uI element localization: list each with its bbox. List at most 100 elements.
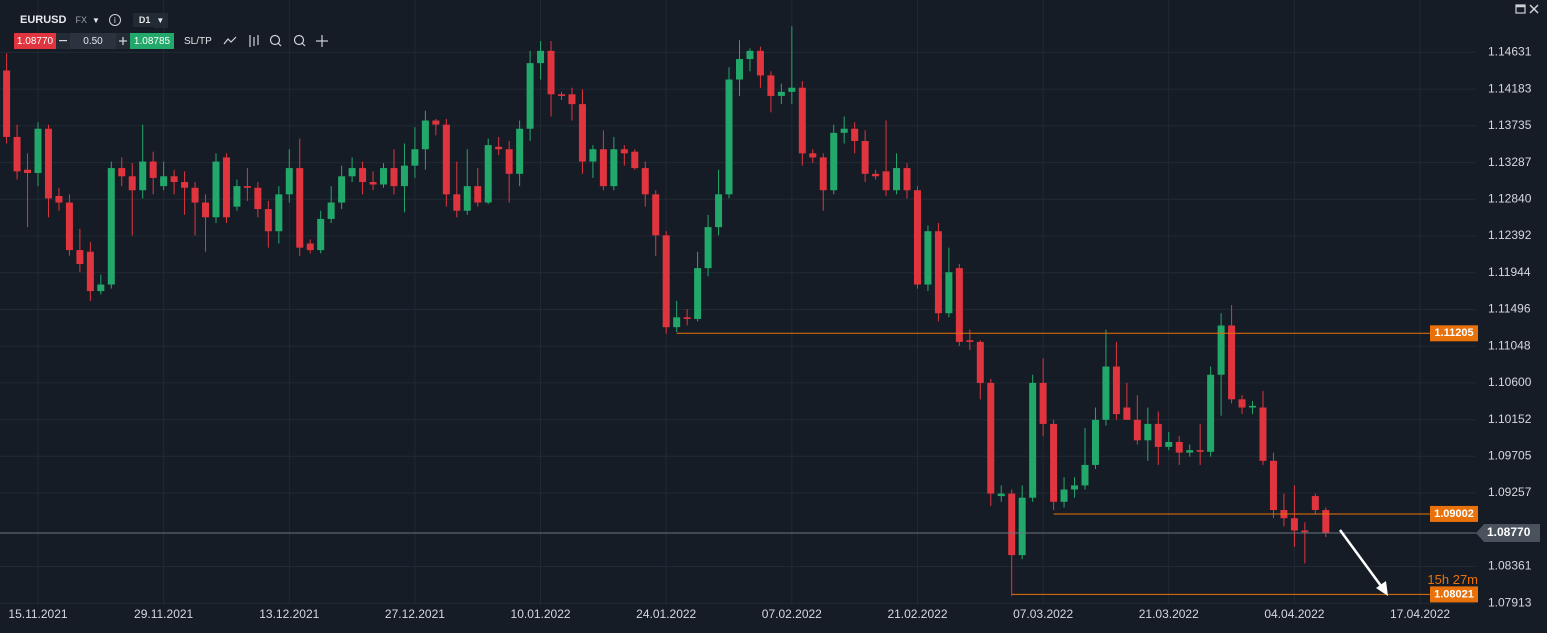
- candle-body: [683, 317, 691, 319]
- candle-body: [327, 202, 335, 219]
- level-label: 1.08021: [1434, 588, 1474, 600]
- candle-body: [191, 187, 199, 203]
- candle-body: [453, 194, 461, 211]
- price-label: 1.08770: [1487, 525, 1531, 539]
- zoom-in-handle: [301, 42, 306, 47]
- candle-body: [966, 340, 974, 342]
- minus-button[interactable]: [56, 33, 70, 49]
- candle-body: [243, 186, 251, 188]
- candle-body: [558, 94, 566, 96]
- plus-icon: [119, 37, 127, 45]
- candle-body: [1144, 423, 1152, 441]
- candle-body: [411, 149, 419, 166]
- candle-body: [955, 268, 963, 342]
- level-label: 1.09002: [1434, 508, 1474, 520]
- candle-body: [1008, 493, 1016, 556]
- candle-body: [380, 168, 388, 185]
- x-tick-label: 13.12.2021: [259, 607, 319, 621]
- candle-body: [1018, 497, 1026, 556]
- market: FX: [75, 15, 87, 25]
- candle-body: [1081, 464, 1089, 486]
- candle-body: [1175, 441, 1183, 453]
- candle-body: [1154, 423, 1162, 447]
- candle-body: [547, 50, 555, 95]
- candle-body: [1165, 441, 1173, 447]
- indicator-tool[interactable]: [249, 35, 259, 47]
- candle-body: [945, 272, 953, 314]
- candle-body: [1259, 407, 1267, 461]
- timeframe[interactable]: D1: [132, 13, 157, 27]
- zoom-in[interactable]: [293, 34, 304, 46]
- candle-body: [526, 63, 534, 129]
- arrow-head: [1376, 581, 1388, 596]
- candle-body: [1290, 518, 1298, 531]
- symbol-bar: EURUSD FX ▼ i D1 ▼: [20, 12, 169, 28]
- candle-body: [13, 136, 21, 172]
- x-tick-label: 17.04.2022: [1390, 607, 1450, 621]
- candle-body: [788, 87, 796, 92]
- timeframe-caret[interactable]: ▼: [154, 12, 169, 28]
- candle-body: [756, 50, 764, 76]
- candle-body: [620, 149, 628, 154]
- candle-body: [432, 120, 440, 125]
- candle-body: [1112, 366, 1120, 415]
- y-tick-label: 1.13287: [1488, 155, 1532, 169]
- candle-body: [872, 173, 880, 177]
- quantity[interactable]: 0.50: [70, 33, 116, 49]
- sell-button[interactable]: 1.08770: [14, 33, 56, 49]
- move-tool[interactable]: [315, 35, 328, 47]
- buy-button[interactable]: 1.08785: [130, 33, 174, 49]
- window-icons: [1515, 4, 1539, 14]
- symbol[interactable]: EURUSD: [20, 14, 67, 26]
- dropdown-caret[interactable]: ▼: [91, 15, 100, 25]
- x-tick-label: 24.01.2022: [636, 607, 696, 621]
- candle-body: [1091, 419, 1099, 465]
- candle-body: [641, 168, 649, 195]
- candle-body: [86, 251, 94, 292]
- price-label-box: [1476, 523, 1540, 542]
- y-tick-label: 1.08361: [1488, 559, 1532, 573]
- candle-body: [882, 171, 890, 191]
- candle-body: [725, 79, 733, 195]
- candle-body: [589, 149, 597, 162]
- info-icon[interactable]: i: [108, 14, 121, 26]
- candle-body: [537, 50, 545, 64]
- candle-body: [715, 194, 723, 228]
- candle-body: [934, 231, 942, 314]
- candle-body: [1322, 510, 1330, 533]
- candle-body: [1050, 423, 1058, 502]
- candle-body: [484, 145, 492, 203]
- candle-body: [861, 141, 869, 174]
- level-label-box: [1430, 505, 1478, 522]
- candle-body: [3, 70, 11, 137]
- candle-body: [1217, 325, 1225, 375]
- x-tick-label: 07.03.2022: [1013, 607, 1073, 621]
- candle-body: [662, 235, 670, 328]
- candle-body: [1039, 382, 1047, 424]
- candle-body: [610, 149, 618, 187]
- zoom-out-handle: [277, 42, 282, 47]
- y-tick-label: 1.11944: [1488, 265, 1531, 279]
- candle-body: [275, 194, 283, 232]
- candle-body: [421, 120, 429, 150]
- candle-body: [903, 168, 911, 191]
- candle-body: [1228, 325, 1236, 400]
- candle-body: [233, 186, 241, 207]
- plus-button[interactable]: [116, 33, 130, 49]
- line-tool[interactable]: [223, 36, 237, 45]
- candle-body: [369, 182, 377, 185]
- candle-body: [1238, 399, 1246, 408]
- zoom-out[interactable]: [269, 34, 280, 46]
- x-tick-label: 04.04.2022: [1264, 607, 1324, 621]
- sltp-button[interactable]: SL/TP: [184, 35, 212, 47]
- candle-body: [222, 157, 230, 218]
- level-label-box: [1430, 586, 1478, 603]
- candle-body: [212, 161, 220, 218]
- level-label-box: [1430, 325, 1478, 342]
- candle-body: [1071, 485, 1079, 490]
- candle-body: [924, 231, 932, 285]
- candle-body: [264, 209, 272, 232]
- x-tick-label: 21.03.2022: [1139, 607, 1199, 621]
